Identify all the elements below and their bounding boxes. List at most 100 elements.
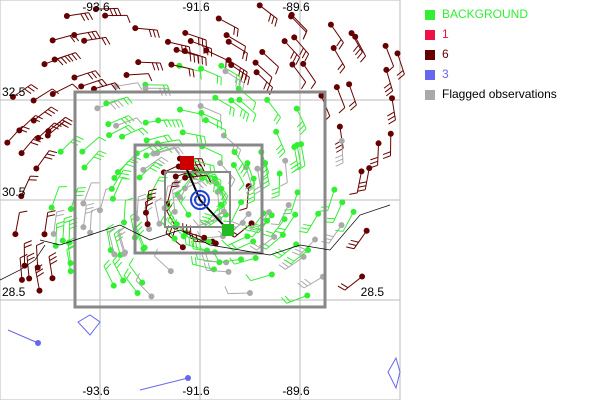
barb-feather	[172, 181, 181, 184]
barb-feather	[75, 52, 82, 60]
barb-dot	[94, 105, 101, 112]
barb-staff	[66, 249, 72, 272]
barb-dot	[333, 84, 340, 91]
barb-feather	[33, 138, 41, 143]
barb-feather	[275, 66, 279, 75]
barb-dot	[182, 29, 189, 36]
barb-dot	[182, 174, 189, 181]
barb-feather	[200, 164, 205, 172]
barb-feather	[286, 256, 295, 262]
barb-feather	[124, 126, 132, 133]
barb-feather	[357, 189, 366, 192]
barb-feather	[354, 48, 361, 56]
barb-staff	[251, 220, 268, 238]
lon-label: -91.6	[182, 384, 210, 398]
barb-dot	[198, 65, 205, 72]
barb-staff	[239, 99, 257, 115]
barb-feather	[388, 119, 396, 125]
barb-feather	[101, 79, 108, 86]
barb-feather	[278, 151, 286, 158]
barb-dot	[111, 251, 118, 258]
barb-feather	[119, 176, 128, 179]
barb-feather	[246, 192, 255, 197]
barb-feather	[24, 88, 32, 94]
barb-feather	[245, 274, 252, 282]
barb-dot	[102, 12, 109, 19]
barb-feather	[91, 71, 97, 79]
barb-dot	[148, 293, 155, 300]
barb-feather	[47, 214, 56, 217]
barb-feather	[242, 51, 245, 60]
barb-feather	[174, 146, 180, 154]
barb-dot	[312, 236, 319, 243]
barb-feather	[268, 77, 273, 86]
barb-feather	[159, 176, 168, 179]
marker	[387, 356, 401, 390]
barb-dot	[134, 289, 141, 296]
barb-feather	[262, 172, 270, 179]
barb-staff	[7, 329, 39, 344]
barb-feather	[163, 119, 168, 128]
barb-feather	[297, 165, 306, 171]
barb-feather	[125, 163, 134, 168]
barb-feather	[271, 195, 280, 199]
barb-feather	[137, 82, 143, 90]
barb-feather	[57, 58, 64, 66]
barb-dot	[173, 46, 180, 53]
barb-dot	[291, 34, 298, 41]
barb-feather	[106, 223, 114, 229]
barb-feather	[192, 238, 195, 247]
barb-dot	[382, 42, 389, 49]
barb-dot	[167, 268, 174, 275]
barb-feather	[179, 119, 184, 128]
barb-feather	[151, 62, 156, 71]
barb-feather	[335, 229, 344, 232]
barb-feather	[156, 29, 160, 38]
barb-feather	[87, 32, 93, 40]
barb-feather	[103, 259, 110, 267]
barb-dot	[119, 133, 126, 140]
barb-feather	[300, 280, 308, 287]
barb-feather	[138, 193, 147, 198]
barb-feather	[199, 135, 203, 144]
barb-dot	[350, 208, 357, 215]
barb-feather	[201, 253, 205, 262]
barb-feather	[113, 101, 120, 109]
barb-feather	[126, 96, 133, 104]
barb-feather	[235, 74, 238, 83]
barb-feather	[231, 221, 240, 225]
barb-dot	[228, 97, 235, 104]
barb-feather	[254, 189, 262, 195]
barb-staff	[154, 202, 160, 224]
barb-feather	[195, 241, 198, 250]
barb-dot	[81, 164, 88, 171]
barb-feather	[384, 86, 392, 93]
storm-center	[194, 194, 206, 206]
barb-feather	[126, 271, 132, 279]
barb-dot	[256, 2, 263, 9]
barb-staff	[51, 186, 60, 208]
barb-dot	[236, 96, 243, 103]
barb-feather	[76, 135, 84, 140]
barb-feather	[206, 174, 212, 183]
barb-feather	[301, 50, 307, 59]
barb-feather	[301, 81, 307, 90]
barb-dot	[78, 83, 85, 90]
barb-staff	[206, 211, 225, 226]
barb-dot	[92, 6, 99, 13]
barb-feather	[120, 118, 128, 125]
barb-feather	[348, 243, 357, 247]
barb-dot	[107, 247, 114, 254]
barb-feather	[338, 107, 346, 114]
barb-feather	[197, 182, 204, 189]
barb-dot	[264, 96, 271, 103]
barb-feather	[238, 76, 241, 85]
lon-label: -89.6	[282, 0, 310, 14]
barb-feather	[242, 82, 245, 91]
barb-staff	[342, 211, 355, 232]
barb-dot	[327, 21, 334, 28]
barb-dot	[41, 231, 48, 238]
barb-dot	[293, 105, 300, 112]
barb-dot	[120, 219, 127, 226]
barb-feather	[167, 183, 176, 187]
